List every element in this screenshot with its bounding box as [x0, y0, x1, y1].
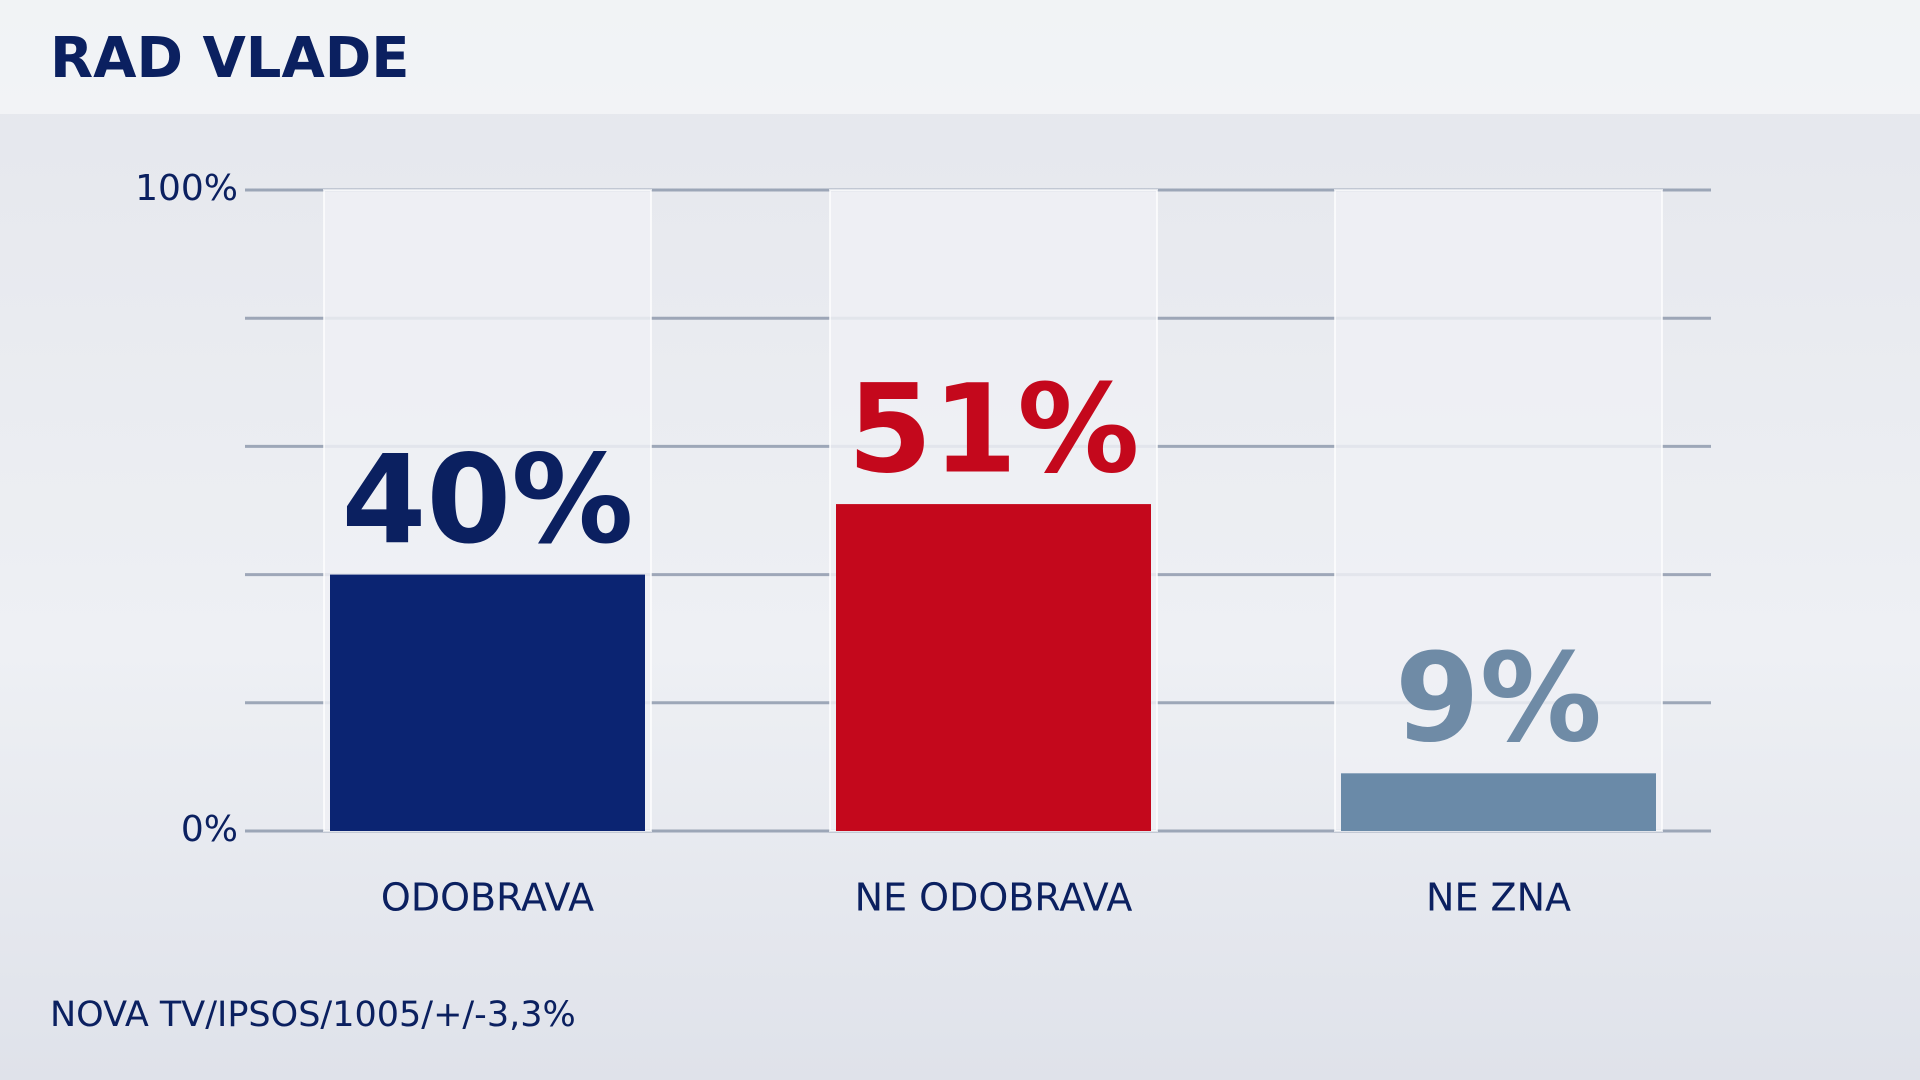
source-note: NOVA TV/IPSOS/1005/+/-3,3% — [50, 995, 576, 1035]
column-panel — [1334, 189, 1663, 832]
bar — [1341, 773, 1656, 831]
x-tick-label: ODOBRAVA — [381, 876, 594, 920]
header-band — [0, 0, 1920, 114]
chart-title: RAD VLADE — [50, 26, 410, 91]
value-label: 51% — [847, 358, 1139, 500]
y-tick-label: 100% — [135, 168, 238, 209]
y-tick-label: 0% — [181, 809, 238, 850]
value-label: 40% — [341, 429, 633, 571]
bar — [836, 504, 1151, 831]
x-tick-label: NE ZNA — [1426, 876, 1571, 920]
bar — [330, 574, 645, 831]
x-tick-label: NE ODOBRAVA — [855, 876, 1133, 920]
value-label: 9% — [1395, 627, 1602, 769]
